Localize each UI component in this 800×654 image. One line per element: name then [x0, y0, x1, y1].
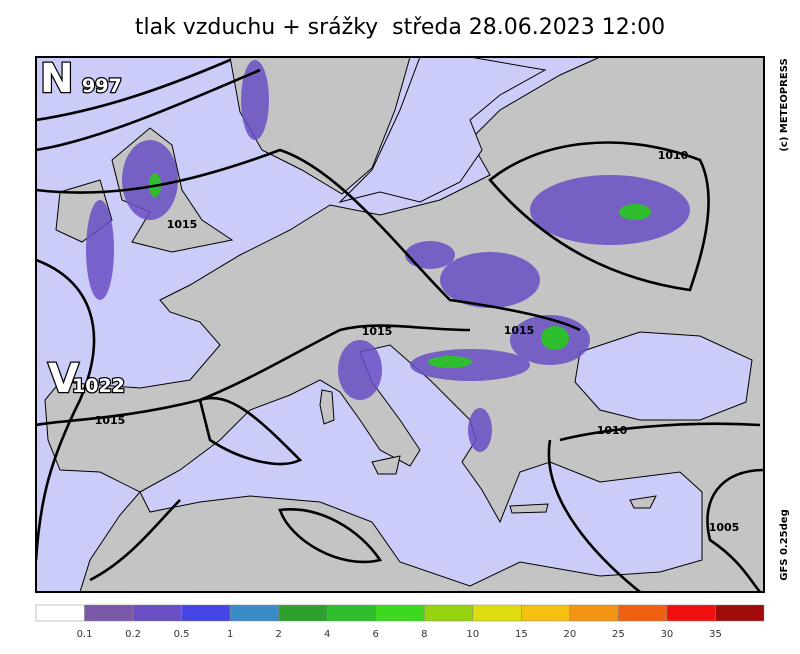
model-name: GFS 0.25deg — [779, 509, 790, 581]
legend-swatch — [326, 604, 376, 622]
crete — [509, 503, 549, 514]
legend-swatch — [569, 604, 619, 622]
isobar-label: 1015 — [167, 218, 198, 231]
baltic-sea — [338, 57, 547, 203]
sicily — [371, 455, 401, 475]
legend-swatch — [132, 604, 182, 622]
legend-swatch — [181, 604, 231, 622]
legend-label: 20 — [563, 629, 576, 640]
legend-swatch — [666, 604, 716, 622]
isobar-label: 1015 — [362, 325, 393, 338]
isobar-label: 1015 — [95, 414, 126, 427]
legend-swatch — [229, 604, 279, 622]
legend-swatch — [35, 604, 85, 622]
legend-label: 25 — [612, 629, 625, 640]
isobars — [36, 58, 764, 592]
copyright: (c) METEOPRESS — [779, 58, 790, 151]
isobar-label: 1010 — [597, 424, 628, 437]
map-frame — [35, 56, 765, 593]
black-sea — [574, 331, 753, 421]
center-value: 997 — [82, 75, 122, 97]
isobar-label: 1005 — [709, 521, 740, 534]
legend: 0.1 0.2 0.5 1 2 4 6 8 10 15 20 25 30 35 — [35, 604, 765, 640]
legend-label: 0.1 — [77, 629, 93, 640]
isobar-label: 1010 — [658, 149, 689, 162]
legend-swatch — [424, 604, 474, 622]
center-value: 1022 — [72, 375, 125, 397]
map-title: tlak vzduchu + srážky středa 28.06.2023 … — [135, 15, 665, 40]
precipitation — [86, 60, 690, 452]
legend-swatch — [618, 604, 668, 622]
legend-label: 30 — [661, 629, 674, 640]
legend-label: 6 — [373, 629, 379, 640]
legend-label: 1 — [227, 629, 233, 640]
legend-label: 4 — [324, 629, 330, 640]
legend-swatch — [715, 604, 765, 622]
legend-swatch — [84, 604, 134, 622]
sardinia — [319, 389, 335, 425]
legend-label: 15 — [515, 629, 528, 640]
legend-label: 10 — [466, 629, 479, 640]
isobar-label: 1015 — [504, 324, 535, 337]
legend-label: 2 — [275, 629, 281, 640]
center-letter: N — [40, 56, 73, 102]
legend-swatch — [521, 604, 571, 622]
legend-swatch — [375, 604, 425, 622]
precipitation-heavy — [149, 173, 651, 368]
legend-label: 35 — [709, 629, 722, 640]
mediterranean — [139, 344, 703, 587]
legend-label: 8 — [421, 629, 427, 640]
legend-swatch — [472, 604, 522, 622]
cyprus — [629, 495, 657, 509]
legend-label: 0.5 — [174, 629, 190, 640]
legend-label: 0.2 — [125, 629, 141, 640]
center-letter: V — [48, 356, 79, 402]
legend-swatch — [278, 604, 328, 622]
